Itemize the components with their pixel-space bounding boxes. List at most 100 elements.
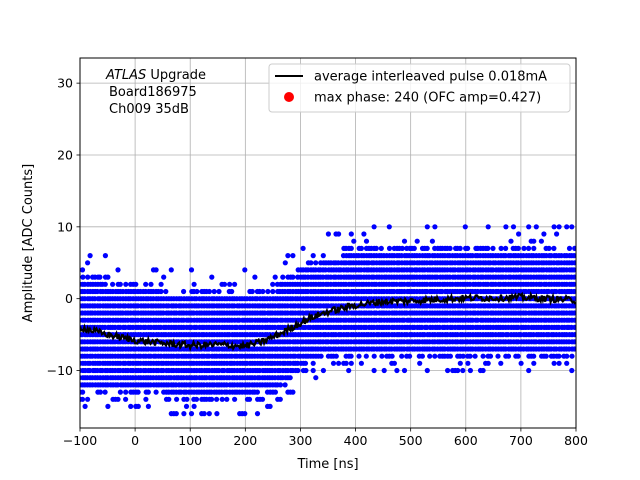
sample-point — [280, 274, 286, 280]
sample-point — [554, 231, 560, 237]
sample-point — [386, 224, 392, 230]
sample-point — [221, 281, 228, 287]
sample-point — [457, 360, 463, 366]
sample-point — [194, 288, 200, 295]
sample-point — [333, 353, 339, 359]
sample-point — [531, 360, 537, 366]
x-axis-label: Time [ns] — [296, 457, 358, 472]
x-axis: −100 0 100 200 300 400 500 600 700 800 — [63, 428, 588, 448]
y-tick-label: 20 — [57, 147, 73, 162]
sample-point — [97, 274, 103, 280]
sample-point — [135, 389, 141, 395]
sample-point — [564, 360, 570, 366]
sample-point — [503, 245, 509, 251]
sample-point — [214, 396, 220, 402]
sample-point — [498, 245, 504, 251]
sample-point — [224, 396, 230, 402]
sample-point — [135, 403, 141, 409]
legend-box — [268, 63, 571, 113]
sample-point — [272, 389, 278, 395]
sample-point — [498, 360, 504, 366]
legend-label-average: average interleaved pulse 0.018mA — [314, 70, 547, 85]
sample-point — [158, 288, 164, 295]
sample-point — [414, 238, 420, 244]
sample-point — [209, 274, 215, 280]
sample-point — [206, 288, 212, 295]
sample-point — [531, 245, 537, 251]
plot-frame — [79, 57, 577, 429]
sample-point — [429, 238, 435, 244]
sample-point — [407, 353, 413, 359]
x-tick-label: 200 — [233, 433, 257, 448]
sample-point — [566, 245, 573, 251]
sample-point — [361, 231, 367, 237]
sample-point — [571, 274, 576, 280]
x-tick-label: 800 — [564, 433, 588, 448]
y-tick-label: 10 — [57, 219, 73, 234]
sample-point — [445, 367, 451, 374]
sample-point — [531, 238, 537, 244]
sample-point — [571, 281, 576, 287]
sample-point — [556, 360, 562, 366]
sample-point — [242, 411, 248, 417]
sample-point — [424, 245, 430, 251]
sample-point — [232, 281, 238, 287]
sample-point — [391, 360, 397, 366]
sample-point — [211, 288, 217, 295]
sample-point — [460, 367, 466, 374]
sample-point — [102, 281, 108, 287]
sample-point — [572, 332, 576, 338]
sample-point — [85, 274, 91, 280]
sample-point — [310, 360, 316, 366]
sample-point — [188, 267, 195, 273]
average-pulse-line — [80, 290, 576, 352]
sample-point — [467, 367, 473, 374]
sample-point — [371, 353, 377, 359]
sample-point — [356, 353, 362, 359]
sample-point — [227, 281, 233, 287]
sample-point — [191, 281, 197, 287]
sample-point — [191, 403, 197, 409]
sample-point — [336, 360, 342, 366]
sample-point — [145, 389, 151, 395]
sample-point — [490, 245, 496, 251]
sample-point — [336, 231, 342, 237]
sample-point — [80, 274, 86, 280]
sample-point — [485, 245, 491, 251]
sample-point — [318, 353, 324, 359]
sample-point — [371, 367, 377, 374]
sample-point — [201, 411, 207, 417]
sample-point — [277, 396, 283, 402]
annotation-experiment-name: ATLAS — [105, 68, 146, 83]
sample-point — [462, 224, 468, 230]
sample-point — [310, 253, 316, 259]
sample-point — [80, 389, 86, 395]
sample-point — [460, 353, 466, 359]
sample-point — [515, 245, 521, 251]
sample-point — [295, 367, 301, 374]
sample-point — [302, 360, 309, 366]
sample-point — [102, 389, 108, 395]
sample-point — [252, 274, 258, 280]
sample-point — [267, 403, 273, 409]
sample-point — [300, 245, 306, 251]
annotation-experiment-suffix: Upgrade — [146, 68, 206, 83]
sample-point — [432, 224, 438, 230]
legend-label-max-phase: max phase: 240 (OFC amp=0.427) — [314, 91, 541, 106]
y-axis: −10 0 10 20 30 — [47, 76, 80, 378]
sample-point — [163, 288, 169, 295]
sample-point — [115, 396, 121, 402]
sample-point — [411, 245, 417, 251]
sample-point — [386, 245, 393, 251]
sample-point — [572, 317, 576, 323]
annotation-experiment: ATLAS Upgrade — [105, 68, 206, 83]
sample-point — [330, 360, 337, 366]
sample-point — [526, 224, 532, 230]
sample-point — [571, 310, 576, 316]
sample-point — [564, 224, 570, 230]
sample-point — [87, 253, 93, 259]
sample-point — [465, 360, 471, 366]
sample-point — [277, 382, 284, 388]
